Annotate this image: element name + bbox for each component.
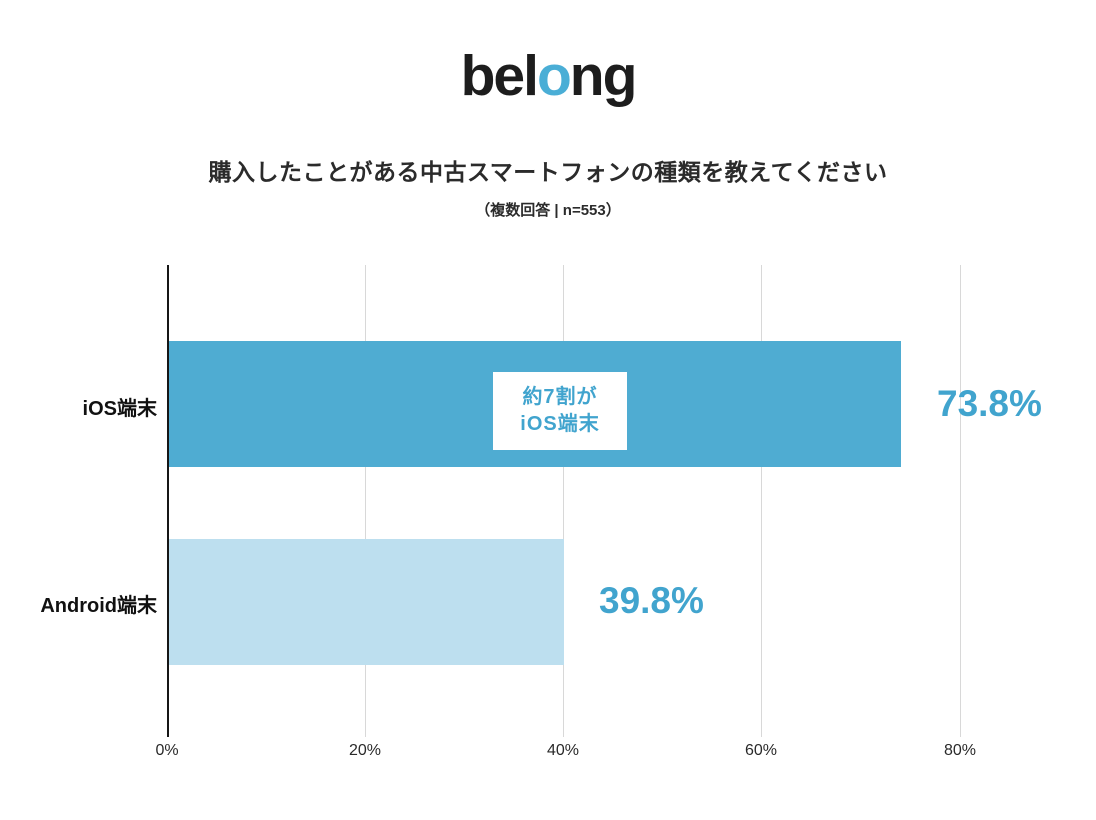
category-label-android: Android端末: [40, 595, 157, 617]
belong-logo: belong: [0, 48, 1096, 105]
annotation-line-1: 約7割が: [522, 386, 598, 408]
y-axis-line: [167, 265, 169, 737]
plot-area: 約7割が iOS端末 73.8% 39.8%: [167, 265, 1042, 737]
category-label-ios: iOS端末: [82, 398, 157, 420]
gridline-20pct: [365, 265, 366, 737]
x-tick-80: 80%: [943, 742, 977, 759]
x-tick-60: 60%: [744, 742, 778, 759]
x-tick-0: 0%: [155, 742, 179, 759]
annotation-line-2: iOS端末: [520, 413, 600, 435]
x-tick-40: 40%: [546, 742, 580, 759]
gridline-80pct: [960, 265, 961, 737]
gridline-40pct: [563, 265, 564, 737]
value-label-android: 39.8%: [599, 580, 704, 621]
chart-title: 購入したことがある中古スマートフォンの種類を教えてください: [208, 159, 888, 185]
chart-subtitle: （複数回答 | n=553）: [475, 202, 621, 219]
annotation-callout: 約7割が iOS端末: [493, 372, 627, 450]
logo-text-prefix: bel: [460, 44, 539, 108]
x-tick-20: 20%: [348, 742, 382, 759]
logo-text-suffix: ng: [569, 44, 638, 108]
logo-o-accent: o: [536, 44, 572, 108]
gridline-60pct: [761, 265, 762, 737]
bar-android: [169, 539, 564, 665]
value-label-ios: 73.8%: [937, 383, 1042, 424]
